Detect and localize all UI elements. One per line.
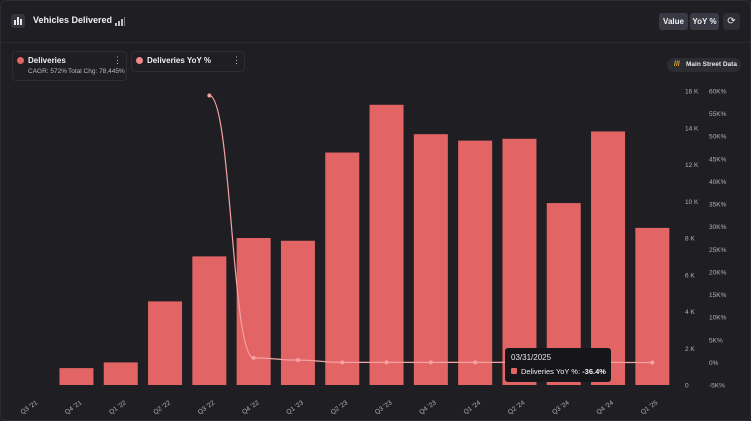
- right-axis-tick-label: 30K%: [709, 224, 727, 231]
- right-axis-tick-label: -5K%: [709, 383, 725, 390]
- right-axis-tick-label: 40K%: [709, 179, 727, 186]
- refresh-icon[interactable]: ⟳: [723, 13, 740, 30]
- point-deliveries-yoy: [295, 358, 300, 363]
- bar-deliveries: [413, 134, 448, 385]
- x-axis-tick-label: Q1 '25: [640, 399, 660, 416]
- chart-tooltip: 03/31/2025 Deliveries YoY %: -36.4%: [505, 348, 611, 382]
- bar-deliveries: [103, 362, 138, 385]
- x-axis-tick-label: Q3 '21: [20, 399, 40, 416]
- signal-strength-icon[interactable]: [115, 16, 125, 26]
- main-street-data-logo-icon: ///: [674, 61, 680, 68]
- x-axis-tick-label: Q2 '22: [152, 399, 172, 416]
- main-street-data-label: Main Street Data: [686, 61, 737, 68]
- right-axis-tick-label: 15K%: [709, 292, 727, 299]
- right-axis-tick-label: 50K%: [709, 134, 727, 141]
- bar-deliveries: [148, 301, 183, 385]
- right-axis-tick-label: 55K%: [709, 111, 727, 118]
- left-axis-tick-label: 14 K: [685, 125, 699, 132]
- x-axis-tick-label: Q2 '24: [507, 399, 527, 416]
- left-axis-tick-label: 12 K: [685, 162, 699, 169]
- left-axis-tick-label: 8 K: [685, 236, 695, 243]
- legend-dot-deliveries: [17, 57, 24, 64]
- point-deliveries-yoy: [428, 360, 433, 365]
- legend-dot-yoy: [136, 57, 143, 64]
- legend-cagr: CAGR: 572%: [28, 68, 68, 75]
- left-axis-tick-label: 10 K: [685, 199, 699, 206]
- legend-label-deliveries: Deliveries: [28, 56, 66, 65]
- bar-deliveries: [458, 140, 493, 385]
- right-axis-tick-label: 60K%: [709, 89, 727, 96]
- main-street-data-badge[interactable]: /// Main Street Data: [667, 58, 741, 72]
- bar-deliveries: [280, 240, 315, 385]
- bar-deliveries: [635, 227, 670, 385]
- x-axis-tick-label: Q4 '21: [64, 399, 84, 416]
- point-deliveries-yoy: [207, 93, 212, 98]
- legend-card-deliveries[interactable]: [12, 51, 127, 81]
- point-deliveries-yoy: [650, 360, 655, 365]
- right-axis-tick-label: 35K%: [709, 202, 727, 209]
- legend-menu-icon[interactable]: ⋮: [232, 55, 241, 65]
- right-axis-tick-label: 25K%: [709, 247, 727, 254]
- x-axis-tick-label: Q3 '24: [551, 399, 571, 416]
- right-axis-tick-label: 20K%: [709, 269, 727, 276]
- left-axis-tick-label: 4 K: [685, 309, 695, 316]
- x-axis-tick-label: Q2 '23: [330, 399, 350, 416]
- right-axis-tick-label: 5K%: [709, 337, 723, 344]
- x-axis-tick-label: Q1 '23: [285, 399, 305, 416]
- legend-label-yoy: Deliveries YoY %: [147, 56, 212, 65]
- bar-deliveries: [192, 256, 227, 385]
- x-axis-tick-label: Q4 '22: [241, 399, 261, 416]
- x-axis-tick-label: Q4 '23: [418, 399, 438, 416]
- right-axis-tick-label: 0%: [709, 360, 719, 367]
- bar-deliveries: [236, 238, 271, 385]
- bar-deliveries: [591, 131, 626, 385]
- point-deliveries-yoy: [384, 360, 389, 365]
- right-axis-tick-label: 10K%: [709, 315, 727, 322]
- tooltip-text: Deliveries YoY %: -36.4%: [521, 367, 606, 376]
- panel-header: Vehicles Delivered Value YoY % ⟳: [0, 0, 751, 43]
- right-axis-tick-label: 45K%: [709, 156, 727, 163]
- bar-chart-icon: [11, 14, 25, 28]
- value-toggle-button[interactable]: Value: [659, 13, 688, 30]
- point-deliveries-yoy: [473, 360, 478, 365]
- bar-deliveries: [369, 104, 404, 385]
- legend-total-change: Total Chg: 78,445%: [68, 68, 125, 75]
- point-deliveries-yoy: [340, 360, 345, 365]
- bar-deliveries: [59, 368, 94, 385]
- point-deliveries-yoy: [251, 355, 256, 360]
- left-axis-tick-label: 0: [685, 383, 689, 390]
- x-axis-tick-label: Q3 '23: [374, 399, 394, 416]
- legend-card-yoy[interactable]: [131, 51, 245, 72]
- legend-menu-icon[interactable]: ⋮: [113, 55, 122, 65]
- x-axis-tick-label: Q1 '22: [108, 399, 128, 416]
- bar-deliveries: [325, 152, 360, 385]
- tooltip-series: Deliveries YoY %:: [521, 367, 581, 376]
- yoy-toggle-button[interactable]: YoY %: [690, 13, 719, 30]
- x-axis-tick-label: Q4 '24: [595, 399, 615, 416]
- left-axis-tick-label: 16 K: [685, 89, 699, 96]
- left-axis-tick-label: 2 K: [685, 346, 695, 353]
- x-axis-tick-label: Q1 '24: [463, 399, 483, 416]
- tooltip-swatch: [511, 368, 517, 374]
- left-axis-tick-label: 6 K: [685, 272, 695, 279]
- bar-deliveries: [502, 138, 537, 385]
- tooltip-date: 03/31/2025: [511, 353, 552, 362]
- x-axis-tick-label: Q3 '22: [197, 399, 217, 416]
- page-title: Vehicles Delivered: [33, 15, 113, 25]
- tooltip-value: -36.4%: [582, 367, 606, 376]
